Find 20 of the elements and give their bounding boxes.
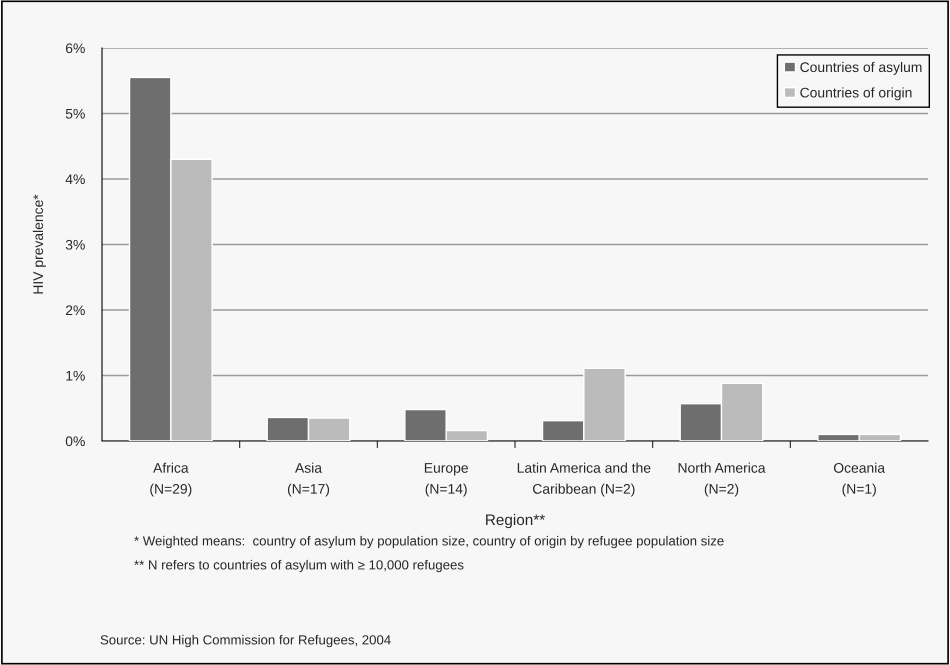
y-tick-label: 3% bbox=[66, 240, 85, 250]
x-tick-label: Africa (N=29) bbox=[150, 462, 192, 497]
x-tick-label: Asia (N=17) bbox=[288, 462, 330, 497]
legend-label: Countries of asylum bbox=[800, 62, 922, 75]
text: * Weighted means: country of asylum by population size, country of origin by refugee population size bbox=[134, 536, 724, 548]
text: ** N refers to countries of asylum with ≥ 10,000 refugees bbox=[134, 560, 464, 572]
x-tick-label: Oceania (N=1) bbox=[834, 462, 886, 497]
y-tick-label: 4% bbox=[66, 174, 85, 184]
source-note: Source: UN High Commission for Refugees, 2004 bbox=[100, 634, 391, 648]
y-tick-label: 6% bbox=[66, 43, 85, 54]
y-tick-label: 0% bbox=[66, 436, 85, 446]
y-tick-label: 5% bbox=[66, 108, 85, 119]
x-tick-label: Latin America and the Caribbean (N=2) bbox=[518, 462, 650, 497]
y-tick-label: 2% bbox=[66, 305, 85, 316]
y-axis-title: HIV prevalence* bbox=[32, 194, 46, 294]
x-tick-label: Europe (N=14) bbox=[424, 463, 468, 497]
legend-label: Countries of origin bbox=[800, 87, 912, 100]
x-tick-label: North America (N=2) bbox=[678, 462, 766, 497]
y-tick-label: 1% bbox=[66, 370, 85, 381]
x-axis-title: Region** bbox=[486, 514, 545, 528]
